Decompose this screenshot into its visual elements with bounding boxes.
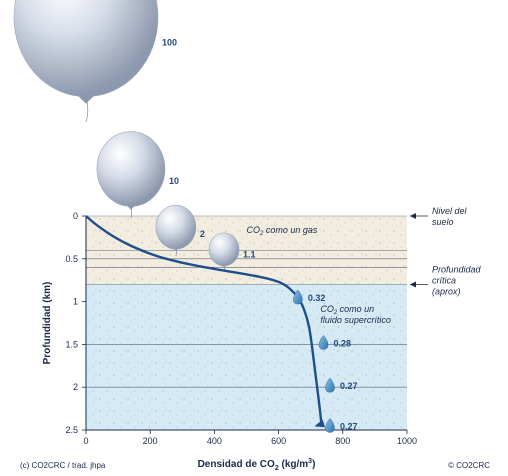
credit-left: (c) CO2CRC / trad. jhpa xyxy=(20,461,106,470)
droplet-shape xyxy=(325,377,335,393)
critical-depth-annotation: Profundidad crítica (aprox) xyxy=(410,264,482,296)
y-tick-label: 2 xyxy=(73,382,78,392)
balloon-label: 10 xyxy=(169,176,179,186)
x-tick-label: 200 xyxy=(143,436,158,446)
balloon-label: 2 xyxy=(200,229,205,239)
density-depth-curve xyxy=(85,215,326,428)
soil-level-label-line2: suelo xyxy=(432,217,454,227)
y-tick-label: 0 xyxy=(73,211,78,221)
balloon: 100 xyxy=(13,0,177,122)
droplet-shape xyxy=(325,418,335,433)
x-tick-label: 800 xyxy=(335,436,350,446)
droplet-label: 0.27 xyxy=(340,421,358,431)
droplet-label: 0.27 xyxy=(340,381,358,391)
droplet-shape xyxy=(318,335,329,350)
x-tick-label: 600 xyxy=(271,436,286,446)
balloon-body xyxy=(13,0,159,97)
critical-depth-label-line2: crítica xyxy=(432,275,456,285)
supercritical-droplets: 0.32 0.28 0.27 0.27 xyxy=(293,289,358,433)
droplet: 0.27 xyxy=(325,418,358,433)
x-tick-label: 1000 xyxy=(397,436,417,446)
y-tick-labels: 0 0.5 1 1.5 2 2.5 xyxy=(65,211,86,435)
x-tick-label: 0 xyxy=(83,436,88,446)
y-tick-label: 1.5 xyxy=(65,339,78,349)
credit-right: © CO2CRC xyxy=(448,461,490,470)
y-axis-title: Profundidad (km) xyxy=(42,282,53,365)
gas-balloons: 100 10 2 1.1 xyxy=(13,0,256,272)
balloon: 10 xyxy=(96,131,179,219)
balloon-knot xyxy=(77,95,95,104)
droplet: 0.28 xyxy=(318,335,352,350)
x-axis-title: Densidad de CO2 (kg/m3) xyxy=(198,458,316,472)
x-tick-labels: 0 200 400 600 800 1000 xyxy=(83,430,417,446)
gas-phase-label: CO2 como un gas xyxy=(247,225,318,237)
balloon-knot xyxy=(126,205,136,210)
droplet: 0.27 xyxy=(325,377,358,393)
balloon-body xyxy=(155,204,197,250)
critical-depth-label-line3: (aprox) xyxy=(432,286,461,296)
balloon-knot xyxy=(173,248,179,252)
supercritical-phase-label-line2: fluido supercrítico xyxy=(320,315,391,325)
supercritical-phase-label: CO2 como un xyxy=(320,304,374,316)
droplet-label: 0.28 xyxy=(334,338,352,348)
y-tick-label: 0.5 xyxy=(65,254,78,264)
supercritical-texture xyxy=(86,284,407,430)
balloon-body xyxy=(96,131,166,207)
droplet-label: 0.32 xyxy=(308,293,326,303)
balloon-label: 1.1 xyxy=(243,250,256,260)
droplet: 0.32 xyxy=(293,289,326,305)
balloon-body xyxy=(208,232,240,267)
soil-level-annotation: Nivel del suelo xyxy=(410,206,468,227)
droplet-shape xyxy=(293,289,303,305)
y-tick-label: 1 xyxy=(73,297,78,307)
critical-depth-label: Profundidad xyxy=(432,264,482,274)
balloon-knot xyxy=(222,265,226,268)
balloon: 2 xyxy=(155,204,205,257)
y-tick-label: 2.5 xyxy=(65,425,78,435)
balloon-label: 100 xyxy=(162,38,177,48)
x-tick-label: 400 xyxy=(207,436,222,446)
soil-level-label: Nivel del xyxy=(432,206,468,216)
